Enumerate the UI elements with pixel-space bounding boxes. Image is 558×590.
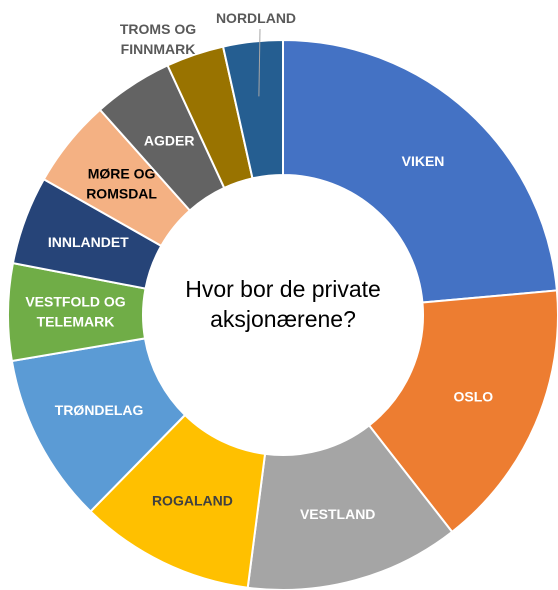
slice-label: TROMS OG FINNMARK bbox=[120, 21, 196, 57]
chart-title: Hvor bor de private aksjonærene? bbox=[185, 276, 381, 332]
donut-slice bbox=[282, 38, 558, 304]
slice-label: VIKEN bbox=[402, 153, 445, 169]
slice-label: TRØNDELAG bbox=[55, 402, 144, 418]
slice-label: MØRE OG ROMSDAL bbox=[86, 165, 157, 201]
donut-slice bbox=[221, 38, 284, 180]
leader-line bbox=[258, 28, 261, 97]
slice-label: NORDLAND bbox=[216, 10, 296, 26]
slice-label: VESTFOLD OG TELEMARK bbox=[25, 293, 125, 329]
slice-label: ROGALAND bbox=[152, 492, 233, 508]
donut-slice bbox=[367, 289, 558, 534]
slice-label: OSLO bbox=[454, 388, 494, 404]
slice-label: INNLANDET bbox=[48, 234, 129, 250]
slice-label: VESTLAND bbox=[300, 506, 375, 522]
slice-label: AGDER bbox=[144, 132, 195, 148]
